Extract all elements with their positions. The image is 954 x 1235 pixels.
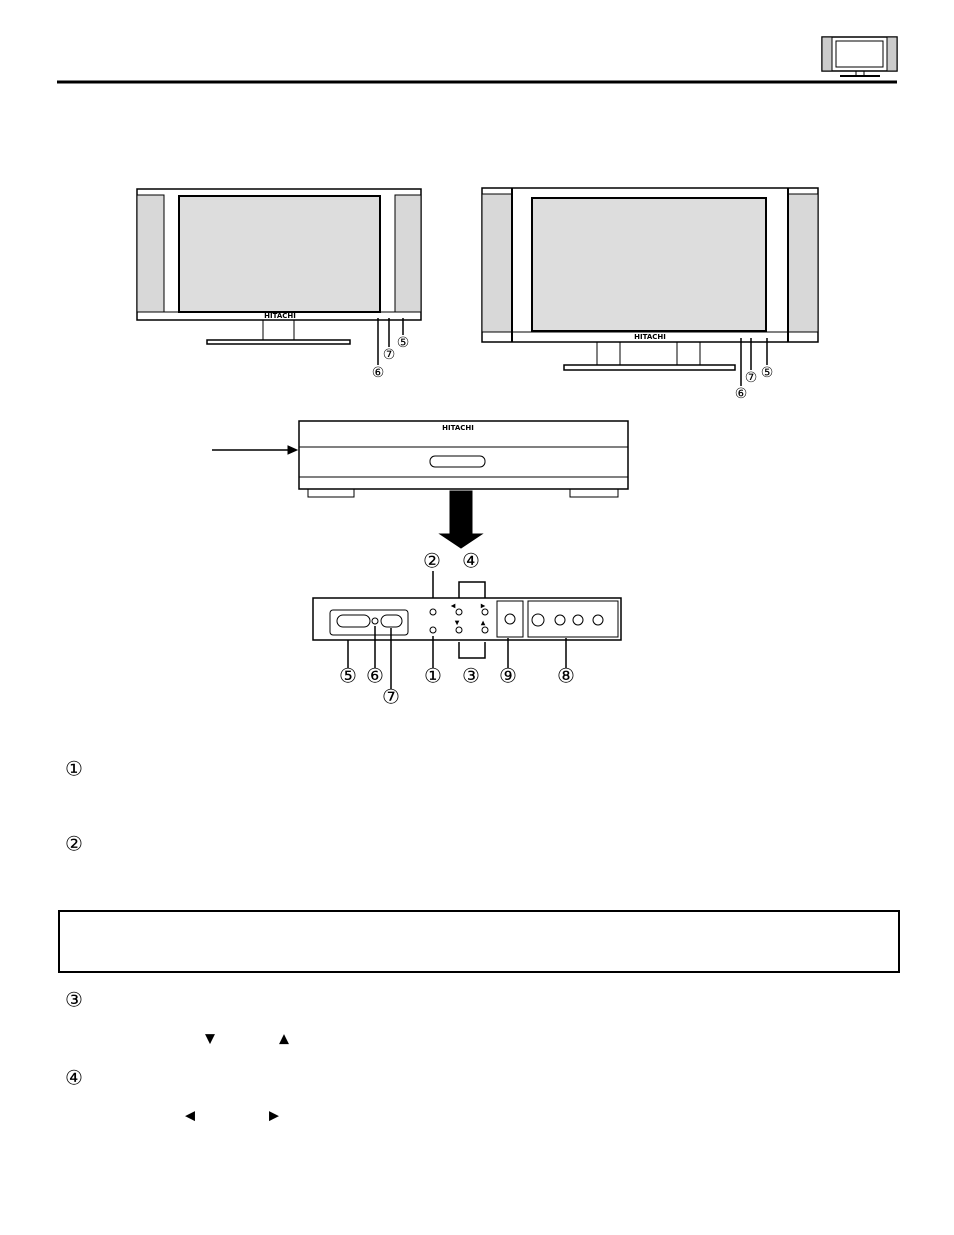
callout: ⑦ <box>745 370 758 386</box>
callout: ⑤ <box>339 664 357 688</box>
brand-label: HITACHI <box>634 333 666 341</box>
button-symbol: ▲ <box>481 620 486 627</box>
callout: ⑥ <box>372 365 385 381</box>
front-panel <box>312 571 622 689</box>
item-marker: ④ <box>65 1066 83 1090</box>
callout: ⑦ <box>383 347 396 363</box>
callout: ② <box>423 549 441 573</box>
item-symbol: ▼ <box>205 1032 215 1047</box>
av-unit <box>212 420 629 549</box>
item-symbol: ▶ <box>269 1109 279 1124</box>
callout: ⑥ <box>735 386 748 402</box>
item-marker: ③ <box>65 988 83 1012</box>
callout: ⑨ <box>499 664 517 688</box>
button-symbol: ▼ <box>455 620 460 627</box>
tv-icon <box>821 36 898 77</box>
callout: ⑤ <box>761 365 774 381</box>
brand-label: HITACHI <box>442 424 474 432</box>
callout: ⑦ <box>382 685 400 709</box>
callout: ③ <box>462 664 480 688</box>
button-symbol: ▶ <box>481 603 486 610</box>
item-marker: ① <box>65 757 83 781</box>
button-symbol: ◀ <box>451 603 456 610</box>
left-tv <box>136 188 422 365</box>
item-symbol: ▲ <box>279 1032 289 1047</box>
callout: ⑤ <box>397 335 410 351</box>
callout: ① <box>424 664 442 688</box>
callout: ⑧ <box>557 664 575 688</box>
right-tv <box>481 187 819 386</box>
note-box <box>58 910 900 973</box>
item-symbol: ◀ <box>185 1109 195 1124</box>
callout: ④ <box>462 549 480 573</box>
item-marker: ② <box>65 832 83 856</box>
callout: ⑥ <box>366 664 384 688</box>
brand-label: HITACHI <box>264 312 296 320</box>
